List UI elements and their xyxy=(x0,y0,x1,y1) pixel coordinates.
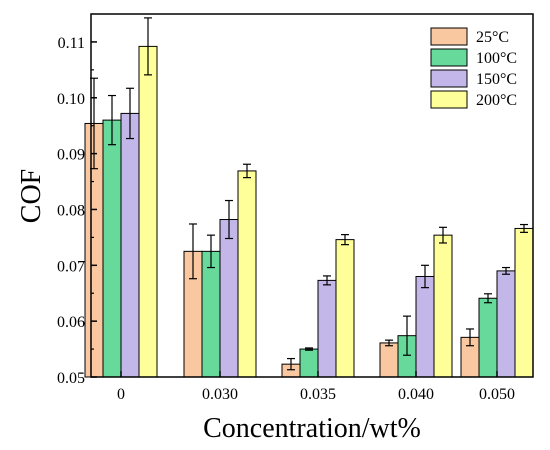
bar xyxy=(102,119,122,378)
bar xyxy=(335,239,355,378)
bar xyxy=(415,275,435,378)
y-tick-label: 0.05 xyxy=(57,370,85,387)
x-axis: 0 0.030 0.035 0.040 0.050 xyxy=(117,371,515,403)
y-tick-label: 0.06 xyxy=(57,314,85,331)
legend-label: 25°C xyxy=(476,29,509,46)
x-tick-label: 0.035 xyxy=(300,386,336,403)
bar xyxy=(237,170,257,378)
x-tick-label: 0.050 xyxy=(479,386,515,403)
bar xyxy=(219,219,239,378)
y-axis: 0.05 0.06 0.07 0.08 0.09 0.10 0.11 xyxy=(57,35,97,387)
bar xyxy=(478,297,498,378)
bar xyxy=(514,227,534,378)
legend-swatch xyxy=(430,90,468,109)
y-tick-label: 0.10 xyxy=(57,91,85,108)
legend-swatch xyxy=(430,48,468,67)
bar xyxy=(317,279,337,378)
x-tick-label: 0 xyxy=(117,386,125,403)
y-tick-label: 0.11 xyxy=(58,35,85,52)
x-tick-label: 0.040 xyxy=(398,386,434,403)
y-tick-label: 0.09 xyxy=(57,147,85,164)
legend: 25°C 100°C 150°C 200°C xyxy=(430,27,517,109)
legend-swatch xyxy=(430,27,468,46)
bar xyxy=(379,342,399,378)
x-axis-title: Concentration/wt% xyxy=(203,413,421,444)
bar xyxy=(138,45,158,378)
y-tick-label: 0.07 xyxy=(57,258,85,275)
bar xyxy=(201,250,221,378)
bar xyxy=(433,234,453,378)
bar xyxy=(299,348,319,378)
plot-frame xyxy=(90,13,534,378)
bars-group xyxy=(84,17,534,378)
x-tick-label: 0.030 xyxy=(202,386,238,403)
y-axis-title: COF xyxy=(16,169,47,223)
legend-label: 150°C xyxy=(476,71,517,88)
legend-swatch xyxy=(430,69,468,88)
bar xyxy=(120,112,140,378)
bar xyxy=(496,270,516,378)
y-tick-label: 0.08 xyxy=(57,202,85,219)
legend-label: 100°C xyxy=(476,50,517,67)
legend-label: 200°C xyxy=(476,92,517,109)
